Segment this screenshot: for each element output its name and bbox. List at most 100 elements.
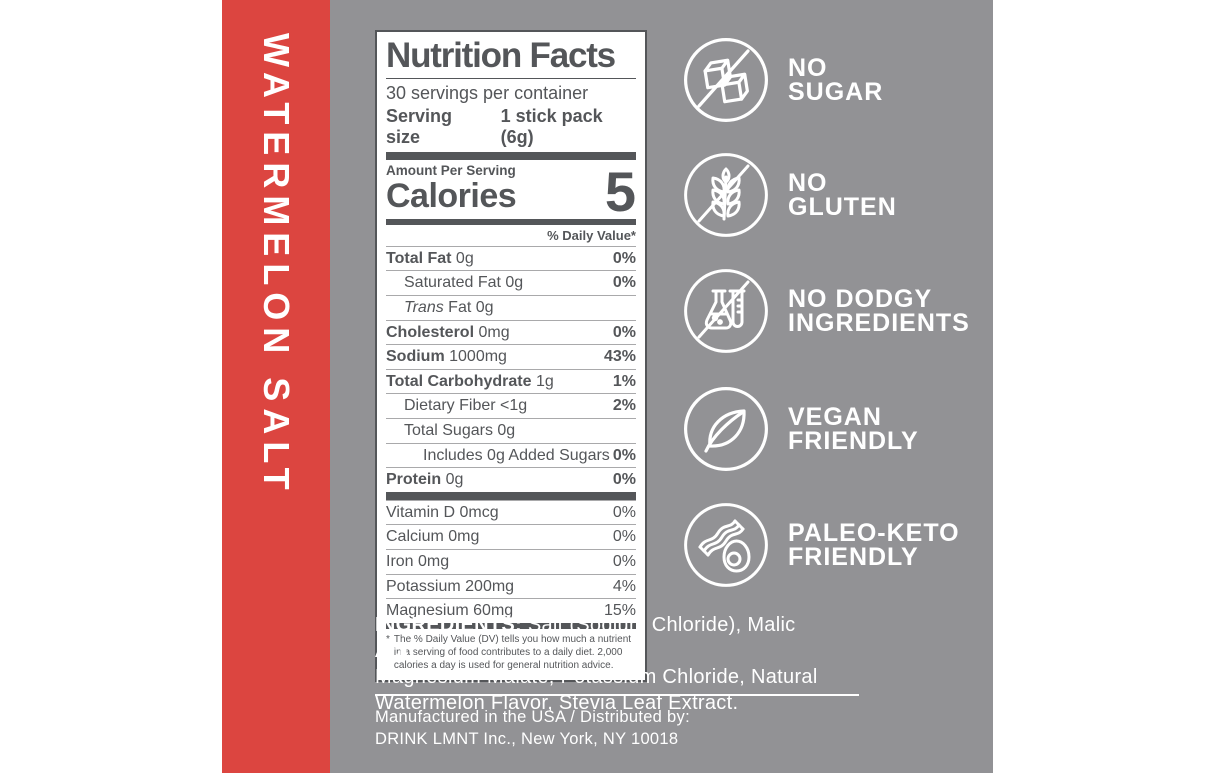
no-sugar-icon <box>683 37 769 123</box>
serving-size-row: Serving size 1 stick pack (6g) <box>386 104 636 152</box>
nutrient-daily-value: 0% <box>612 274 636 292</box>
nutrient-row: Total Sugars 0g <box>386 418 636 443</box>
flavor-name-vertical: WATERMELON SALT <box>256 33 297 497</box>
badge-line: NO <box>788 54 828 82</box>
daily-value-header: % Daily Value* <box>547 227 636 243</box>
badge-vegan-friendly: VEGAN FRIENDLY <box>682 385 919 473</box>
nutrient-name: Includes 0g Added Sugars <box>423 446 610 464</box>
badge-line: NO DODGY <box>788 285 933 313</box>
nutrient-row: Protein 0g 0% <box>386 467 636 492</box>
ingredients-line: Magnesium Malate, Potassium Chloride, Na… <box>375 666 818 688</box>
servings-per-container: 30 servings per container <box>386 83 589 104</box>
nutrient-name: Trans Fat 0g <box>404 299 494 317</box>
nutrient-row: Cholesterol 0mg 0% <box>386 319 636 345</box>
medium-divider-bar <box>386 622 636 629</box>
nutrient-daily-value: 0% <box>612 323 636 341</box>
nutrient-name: Total Carbohydrate 1g <box>386 372 554 390</box>
nutrient-daily-value: 0% <box>612 446 636 464</box>
label-panel: Nutrition Facts 30 servings per containe… <box>330 0 993 773</box>
amount-per-serving-label: Amount Per Serving <box>386 162 516 178</box>
badge-label: NO SUGAR <box>788 54 884 106</box>
nutrient-name: Sodium 1000mg <box>386 348 507 366</box>
nutrient-daily-value: 43% <box>603 348 636 366</box>
medium-divider-bar <box>386 218 636 225</box>
badge-line: SUGAR <box>788 78 884 106</box>
nutrient-row: Potassium 200mg 4% <box>386 573 636 599</box>
badge-label: NO GLUTEN <box>788 169 897 220</box>
nutrient-row: Includes 0g Added Sugars 0% <box>386 442 636 468</box>
badge-label: PALEO-KETO FRIENDLY <box>788 519 960 571</box>
nutrient-daily-value: 2% <box>612 397 636 415</box>
nutrient-name: Saturated Fat 0g <box>404 274 524 292</box>
nutrient-daily-value: 1% <box>612 372 636 390</box>
badge-paleo-keto-friendly: PALEO-KETO FRIENDLY <box>682 501 960 589</box>
nutrient-row: Saturated Fat 0g 0% <box>386 270 636 295</box>
ingredients-heading: INGREDIENTS: <box>375 614 522 636</box>
footnote-text: The % Daily Value (DV) tells you how muc… <box>393 633 632 671</box>
ingredients-line1-rest: Salt (Sodium Chloride), Malic Acid, <box>375 614 796 662</box>
flavor-banner: WATERMELON SALT <box>222 0 330 773</box>
nutrient-daily-value: 0% <box>612 249 636 267</box>
footnote-asterisk: * <box>386 633 390 645</box>
nutrient-name: Protein 0g <box>386 471 464 489</box>
badge-line: FRIENDLY <box>788 543 919 571</box>
badge-line: NO <box>788 169 828 197</box>
nutrient-name: Cholesterol 0mg <box>386 323 510 341</box>
badge-line: PALEO-KETO <box>788 519 960 547</box>
nutrient-name: Calcium 0mg <box>386 528 480 546</box>
distributor-line: DRINK LMNT Inc., New York, NY 10018 <box>375 729 679 748</box>
thick-divider-bar <box>386 491 636 500</box>
nutrient-daily-value: 0% <box>612 471 636 489</box>
distribution-divider-line <box>375 694 859 696</box>
serving-size-value: 1 stick pack (6g) <box>500 105 603 147</box>
nutrient-name: Iron 0mg <box>386 553 450 570</box>
calories-label: Calories <box>386 176 517 215</box>
nutrient-row: Total Carbohydrate 1g 1% <box>386 368 636 394</box>
nutrient-row: Magnesium 60mg 15% <box>386 598 636 623</box>
nutrient-name: Magnesium 60mg <box>386 602 514 620</box>
nutrient-rows: Total Fat 0g 0% Saturated Fat 0g 0% Trans Fa… <box>386 245 636 492</box>
thick-divider-bar <box>386 151 636 160</box>
badge-no-sugar: NO SUGAR <box>682 36 883 124</box>
badge-label: NO DODGY INGREDIENTS <box>788 285 970 337</box>
nutrient-row: Calcium 0mg 0% <box>386 524 636 549</box>
serving-size-label: Serving size <box>386 105 453 147</box>
badge-label: VEGAN FRIENDLY <box>788 403 919 455</box>
nutrient-row: Dietary Fiber <1g 2% <box>386 393 636 418</box>
ingredients-line: Watermelon Flavor, Stevia Leaf Extract. <box>375 692 739 714</box>
badge-no-gluten: NO GLUTEN <box>682 151 897 239</box>
nutrient-row: Vitamin D 0mcg 0% <box>386 499 636 525</box>
no-gluten-icon <box>684 153 768 237</box>
nutrient-name: Total Fat 0g <box>386 249 474 267</box>
nutrient-daily-value: 4% <box>612 577 636 595</box>
nutrient-name: Total Sugars 0g <box>404 422 516 440</box>
nutrient-name: Vitamin D 0mcg <box>386 503 499 521</box>
nutrition-facts-title: Nutrition Facts <box>386 36 636 80</box>
nutrient-row: Total Fat 0g 0% <box>386 245 636 271</box>
nutrient-daily-value: 0% <box>612 503 636 521</box>
badge-line: VEGAN <box>788 403 882 431</box>
micronutrient-rows: Vitamin D 0mcg 0% Calcium 0mg 0% Iron 0mg 0% P… <box>386 499 636 623</box>
calories-value: 5 <box>604 159 636 223</box>
manufactured-line: Manufactured in the USA / Distributed by… <box>375 708 690 726</box>
calories-row: Calories 5 <box>386 164 636 220</box>
nutrient-daily-value: 15% <box>603 602 636 620</box>
paleo-keto-friendly-icon <box>684 503 768 587</box>
ingredients-text: INGREDIENTS: Salt (Sodium Chloride), Mal… <box>375 612 837 716</box>
nutrient-row: Sodium 1000mg 43% <box>386 344 636 369</box>
nutrition-facts-panel: Nutrition Facts 30 servings per containe… <box>375 30 647 682</box>
nutrient-daily-value: 0% <box>612 553 636 570</box>
distribution-text: Manufactured in the USA / Distributed by… <box>375 707 690 751</box>
vegan-friendly-icon <box>683 386 769 472</box>
nutrient-row: Iron 0mg 0% <box>386 549 636 574</box>
nutrient-row: Trans Fat 0g <box>386 295 636 320</box>
badge-no-dodgy-ingredients: NO DODGY INGREDIENTS <box>682 267 970 355</box>
nutrient-name: Potassium 200mg <box>386 577 515 595</box>
badge-line: INGREDIENTS <box>788 309 970 337</box>
badge-line: FRIENDLY <box>788 427 919 455</box>
nutrient-daily-value: 0% <box>612 528 636 546</box>
ingredients-line: INGREDIENTS: Salt (Sodium Chloride), Mal… <box>375 612 837 664</box>
daily-value-footnote: * The % Daily Value (DV) tells you how m… <box>386 629 636 672</box>
nutrient-name: Dietary Fiber <1g <box>404 397 528 415</box>
